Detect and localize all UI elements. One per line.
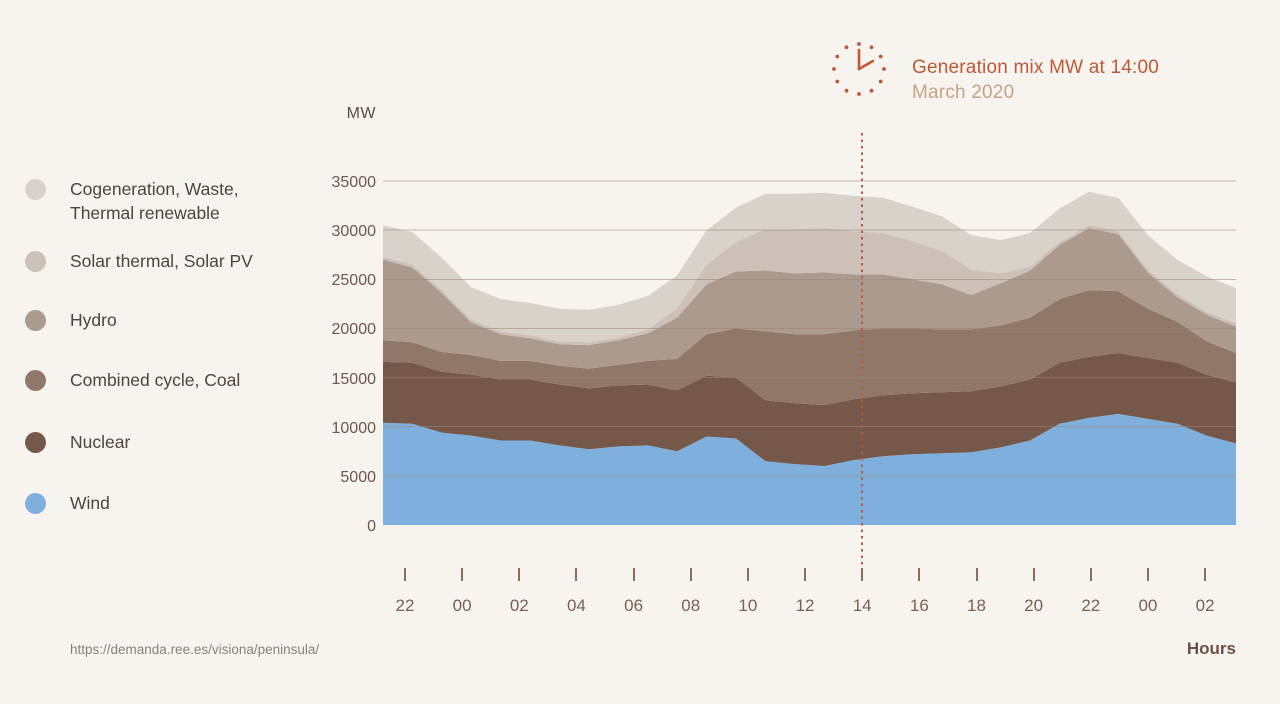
x-tick-mark-4: [632, 568, 635, 581]
clock-dot: [878, 79, 883, 84]
x-tick-label-12-22: 22: [1081, 596, 1101, 615]
x-tick-label-7-12: 12: [795, 596, 815, 615]
x-tick-mark-6: [746, 568, 749, 581]
area-series-hydro: [383, 228, 1236, 369]
y-tick-label-35000: 35000: [331, 174, 377, 192]
x-tick-label-2-02: 02: [509, 596, 529, 615]
x-tick-mark-8: [861, 568, 864, 581]
legend-color-dot: [25, 310, 46, 331]
legend-label: Combined cycle, Coal: [70, 370, 241, 390]
y-tick-label-0: 0: [367, 518, 376, 535]
legend-label: Hydro: [70, 310, 117, 330]
x-tick-mark-12: [1089, 568, 1092, 581]
x-tick-mark-7: [804, 568, 807, 581]
legend-label: Solar thermal, Solar PV: [70, 251, 253, 271]
x-tick-mark-13: [1146, 568, 1149, 581]
legend-label: Nuclear: [70, 432, 131, 452]
clock-dot: [869, 88, 874, 93]
chart-subtitle: March 2020: [912, 82, 1015, 103]
clock-dot: [835, 79, 840, 84]
x-tick-label-13-00: 00: [1138, 596, 1158, 615]
area-series-combined-cycle-coal: [383, 290, 1236, 406]
legend-item-wind[interactable]: Wind: [25, 491, 110, 515]
clock-dot: [857, 92, 861, 96]
x-tick-label-1-00: 00: [452, 596, 472, 615]
stacked-area-chart: [383, 180, 1236, 525]
y-tick-label-30000: 30000: [331, 223, 377, 241]
clock-dot: [857, 42, 861, 46]
x-tick-mark-9: [918, 568, 921, 581]
x-axis-title: Hours: [1186, 639, 1236, 658]
x-tick-mark-10: [975, 568, 978, 581]
clock-dot: [869, 45, 874, 50]
clock-dot: [878, 54, 883, 59]
y-tick-label-5000: 5000: [340, 468, 376, 486]
x-tick-label-3-04: 04: [566, 596, 586, 615]
time-marker-line-14h: [861, 133, 863, 566]
legend-item-cogeneration[interactable]: Cogeneration, Waste, Thermal renewable: [25, 177, 239, 225]
legend-item-solar[interactable]: Solar thermal, Solar PV: [25, 249, 253, 273]
x-tick-label-11-20: 20: [1024, 596, 1044, 615]
legend-color-dot: [25, 251, 46, 272]
x-tick-label-10-18: 18: [967, 596, 986, 615]
x-tick-label-8-14: 14: [852, 596, 872, 615]
y-tick-label-25000: 25000: [331, 272, 377, 290]
x-tick-label-0-22: 22: [395, 596, 415, 615]
clock-icon: [832, 42, 886, 96]
clock-dot: [835, 54, 840, 59]
source-url: https://demanda.ree.es/visiona/peninsula…: [70, 642, 320, 657]
x-tick-mark-5: [689, 568, 692, 581]
legend-item-combined[interactable]: Combined cycle, Coal: [25, 368, 240, 392]
legend-item-nuclear[interactable]: Nuclear: [25, 430, 130, 454]
area-series-nuclear: [383, 353, 1236, 466]
legend-label: Cogeneration, Waste, Thermal renewable: [70, 179, 239, 223]
y-tick-label-10000: 10000: [331, 419, 377, 437]
x-tick-mark-1: [461, 568, 464, 581]
clock-dot: [844, 88, 849, 93]
chart-title: Generation mix MW at 14:00: [912, 57, 1160, 78]
legend-color-dot: [25, 179, 46, 200]
area-series-cogeneration-waste-thermal-renewable: [383, 191, 1236, 343]
x-tick-label-6-10: 10: [738, 596, 758, 615]
area-series-wind: [383, 413, 1236, 525]
y-tick-label-20000: 20000: [331, 321, 377, 339]
clock-dot: [844, 45, 849, 50]
x-tick-label-5-08: 08: [681, 596, 701, 615]
clock-hour-hand: [857, 59, 875, 71]
x-tick-mark-2: [518, 568, 521, 581]
x-tick-mark-11: [1032, 568, 1035, 581]
legend-color-dot: [25, 370, 46, 391]
legend-color-dot: [25, 493, 46, 514]
clock-dots: [832, 42, 886, 96]
x-tick-label-4-06: 06: [624, 596, 644, 615]
x-tick-label-14-02: 02: [1195, 596, 1215, 615]
x-tick-label-9-16: 16: [909, 596, 929, 615]
legend-item-hydro[interactable]: Hydro: [25, 308, 117, 332]
legend-color-dot: [25, 432, 46, 453]
x-tick-mark-3: [575, 568, 578, 581]
y-tick-label-15000: 15000: [331, 370, 377, 388]
legend-label: Wind: [70, 493, 110, 513]
clock-dot: [832, 67, 836, 71]
y-axis-unit-label: MW: [346, 105, 376, 122]
area-series-solar-thermal-solar-pv: [383, 225, 1236, 346]
x-tick-mark-14: [1204, 568, 1207, 581]
clock-dot: [882, 67, 886, 71]
x-tick-mark-0: [404, 568, 406, 581]
